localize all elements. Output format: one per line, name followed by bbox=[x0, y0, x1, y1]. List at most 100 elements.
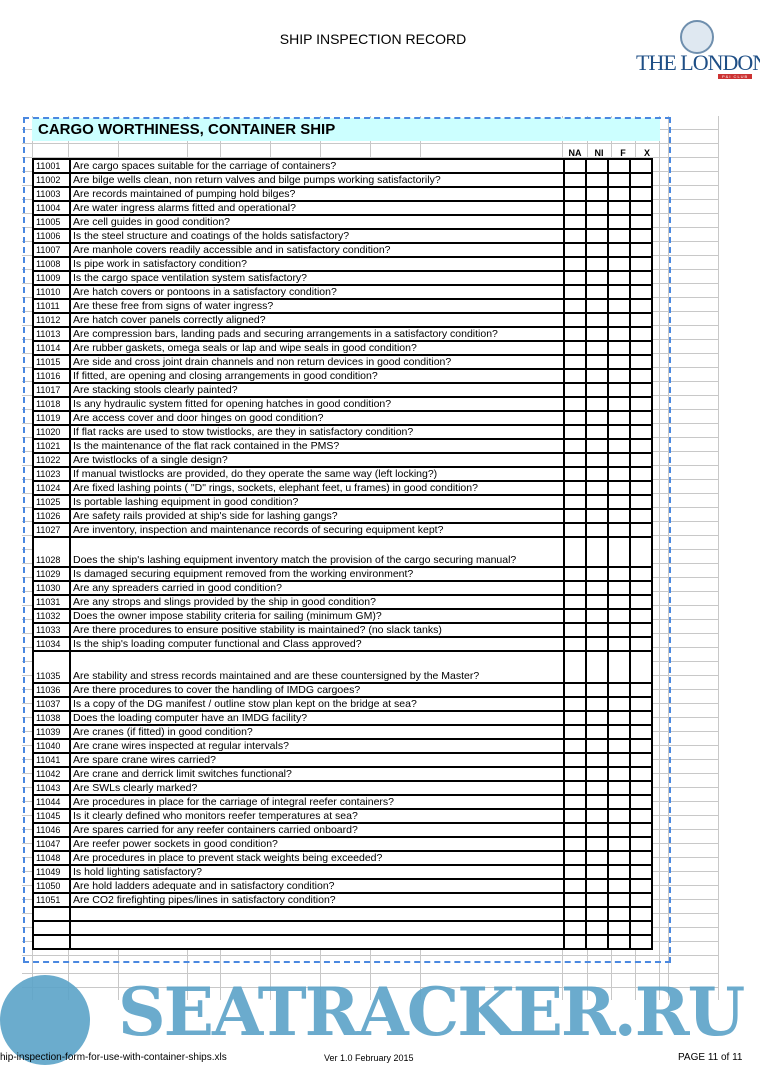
checkbox-ni[interactable] bbox=[585, 696, 609, 712]
checkbox-na[interactable] bbox=[563, 822, 587, 838]
checkbox-f[interactable] bbox=[607, 822, 631, 838]
checkbox-ni[interactable] bbox=[585, 594, 609, 610]
checkbox-ni[interactable] bbox=[585, 508, 609, 524]
checkbox-na[interactable] bbox=[563, 508, 587, 524]
checkbox-f[interactable] bbox=[607, 906, 631, 922]
checkbox-na[interactable] bbox=[563, 354, 587, 370]
checkbox-na[interactable] bbox=[563, 752, 587, 768]
checkbox-ni[interactable] bbox=[585, 382, 609, 398]
checkbox-f[interactable] bbox=[607, 794, 631, 810]
checkbox-x[interactable] bbox=[629, 710, 653, 726]
checkbox-ni[interactable] bbox=[585, 822, 609, 838]
checkbox-x[interactable] bbox=[629, 382, 653, 398]
checkbox-f[interactable] bbox=[607, 508, 631, 524]
checkbox-na[interactable] bbox=[563, 480, 587, 496]
checkbox-ni[interactable] bbox=[585, 354, 609, 370]
checkbox-f[interactable] bbox=[607, 172, 631, 188]
checkbox-f[interactable] bbox=[607, 710, 631, 726]
checkbox-na[interactable] bbox=[563, 312, 587, 328]
checkbox-na[interactable] bbox=[563, 766, 587, 782]
checkbox-f[interactable] bbox=[607, 808, 631, 824]
checkbox-na[interactable] bbox=[563, 284, 587, 300]
checkbox-na[interactable] bbox=[563, 410, 587, 426]
checkbox-f[interactable] bbox=[607, 536, 631, 568]
checkbox-x[interactable] bbox=[629, 566, 653, 582]
checkbox-f[interactable] bbox=[607, 696, 631, 712]
checkbox-na[interactable] bbox=[563, 580, 587, 596]
checkbox-f[interactable] bbox=[607, 214, 631, 230]
checkbox-x[interactable] bbox=[629, 508, 653, 524]
checkbox-na[interactable] bbox=[563, 494, 587, 510]
checkbox-f[interactable] bbox=[607, 780, 631, 796]
checkbox-ni[interactable] bbox=[585, 710, 609, 726]
checkbox-ni[interactable] bbox=[585, 410, 609, 426]
checkbox-ni[interactable] bbox=[585, 200, 609, 216]
checkbox-x[interactable] bbox=[629, 242, 653, 258]
checkbox-ni[interactable] bbox=[585, 934, 609, 950]
checkbox-x[interactable] bbox=[629, 766, 653, 782]
checkbox-na[interactable] bbox=[563, 594, 587, 610]
checkbox-x[interactable] bbox=[629, 326, 653, 342]
checkbox-x[interactable] bbox=[629, 920, 653, 936]
checkbox-ni[interactable] bbox=[585, 368, 609, 384]
checkbox-ni[interactable] bbox=[585, 766, 609, 782]
checkbox-x[interactable] bbox=[629, 480, 653, 496]
checkbox-f[interactable] bbox=[607, 186, 631, 202]
checkbox-x[interactable] bbox=[629, 850, 653, 866]
checkbox-ni[interactable] bbox=[585, 650, 609, 684]
checkbox-x[interactable] bbox=[629, 228, 653, 244]
checkbox-ni[interactable] bbox=[585, 452, 609, 468]
checkbox-x[interactable] bbox=[629, 738, 653, 754]
checkbox-x[interactable] bbox=[629, 186, 653, 202]
checkbox-f[interactable] bbox=[607, 864, 631, 880]
checkbox-f[interactable] bbox=[607, 368, 631, 384]
checkbox-ni[interactable] bbox=[585, 494, 609, 510]
checkbox-x[interactable] bbox=[629, 368, 653, 384]
checkbox-ni[interactable] bbox=[585, 228, 609, 244]
checkbox-na[interactable] bbox=[563, 186, 587, 202]
checkbox-f[interactable] bbox=[607, 410, 631, 426]
checkbox-ni[interactable] bbox=[585, 256, 609, 272]
checkbox-na[interactable] bbox=[563, 622, 587, 638]
checkbox-na[interactable] bbox=[563, 636, 587, 652]
checkbox-ni[interactable] bbox=[585, 682, 609, 698]
checkbox-f[interactable] bbox=[607, 594, 631, 610]
checkbox-ni[interactable] bbox=[585, 326, 609, 342]
checkbox-ni[interactable] bbox=[585, 864, 609, 880]
checkbox-f[interactable] bbox=[607, 242, 631, 258]
checkbox-na[interactable] bbox=[563, 906, 587, 922]
checkbox-ni[interactable] bbox=[585, 396, 609, 412]
checkbox-na[interactable] bbox=[563, 326, 587, 342]
checkbox-ni[interactable] bbox=[585, 172, 609, 188]
checkbox-f[interactable] bbox=[607, 682, 631, 698]
checkbox-x[interactable] bbox=[629, 594, 653, 610]
checkbox-f[interactable] bbox=[607, 312, 631, 328]
checkbox-x[interactable] bbox=[629, 270, 653, 286]
checkbox-na[interactable] bbox=[563, 920, 587, 936]
checkbox-f[interactable] bbox=[607, 566, 631, 582]
checkbox-ni[interactable] bbox=[585, 878, 609, 894]
checkbox-f[interactable] bbox=[607, 326, 631, 342]
checkbox-f[interactable] bbox=[607, 878, 631, 894]
checkbox-ni[interactable] bbox=[585, 892, 609, 908]
checkbox-na[interactable] bbox=[563, 200, 587, 216]
checkbox-f[interactable] bbox=[607, 892, 631, 908]
checkbox-na[interactable] bbox=[563, 466, 587, 482]
checkbox-ni[interactable] bbox=[585, 636, 609, 652]
checkbox-x[interactable] bbox=[629, 934, 653, 950]
checkbox-x[interactable] bbox=[629, 256, 653, 272]
checkbox-ni[interactable] bbox=[585, 566, 609, 582]
checkbox-na[interactable] bbox=[563, 424, 587, 440]
checkbox-na[interactable] bbox=[563, 270, 587, 286]
checkbox-x[interactable] bbox=[629, 396, 653, 412]
checkbox-f[interactable] bbox=[607, 424, 631, 440]
checkbox-ni[interactable] bbox=[585, 536, 609, 568]
checkbox-f[interactable] bbox=[607, 284, 631, 300]
checkbox-na[interactable] bbox=[563, 242, 587, 258]
checkbox-f[interactable] bbox=[607, 228, 631, 244]
checkbox-na[interactable] bbox=[563, 522, 587, 538]
checkbox-x[interactable] bbox=[629, 724, 653, 740]
checkbox-x[interactable] bbox=[629, 580, 653, 596]
checkbox-na[interactable] bbox=[563, 808, 587, 824]
checkbox-x[interactable] bbox=[629, 608, 653, 624]
